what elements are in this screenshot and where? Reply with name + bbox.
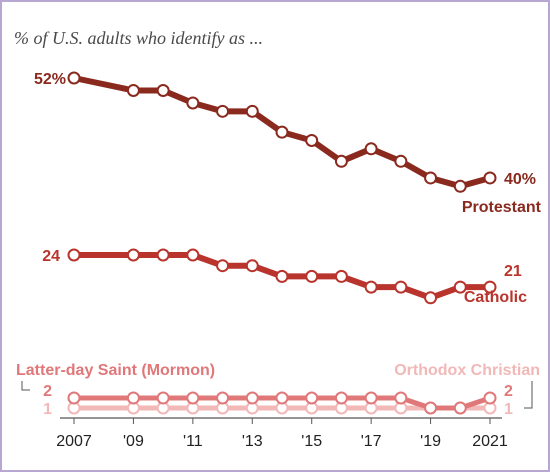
data-point — [305, 391, 319, 405]
legend-bracket — [524, 381, 533, 409]
data-point — [245, 391, 259, 405]
data-point — [424, 291, 438, 305]
data-point — [334, 391, 348, 405]
data-point — [67, 248, 81, 262]
chart-subtitle: % of U.S. adults who identify as ... — [14, 28, 263, 48]
data-point — [305, 269, 319, 283]
series-name-label: Latter-day Saint (Mormon) — [16, 362, 215, 379]
data-point — [334, 154, 348, 168]
data-point — [275, 391, 289, 405]
data-point — [334, 269, 348, 283]
data-point — [394, 154, 408, 168]
data-point — [453, 401, 467, 415]
data-point — [275, 125, 289, 139]
data-point — [67, 71, 81, 85]
data-point — [67, 391, 81, 405]
data-point — [156, 391, 170, 405]
data-point — [483, 280, 497, 294]
data-point — [453, 280, 467, 294]
x-tick-label: '17 — [361, 433, 382, 450]
data-point — [245, 259, 259, 273]
data-point — [453, 179, 467, 193]
x-tick-label: 2007 — [56, 433, 92, 450]
series-name-label: Catholic — [464, 289, 527, 306]
data-point — [126, 391, 140, 405]
data-point — [483, 171, 497, 185]
data-point — [126, 248, 140, 262]
data-point — [216, 391, 230, 405]
end-value-label: 21 — [504, 263, 522, 280]
end-value-label: 1 — [504, 401, 513, 418]
series-name-label: Orthodox Christian — [394, 362, 540, 379]
x-tick-label: 2021 — [472, 433, 508, 450]
data-point — [364, 280, 378, 294]
data-point — [216, 104, 230, 118]
legend-bracket — [21, 381, 30, 391]
data-point — [186, 391, 200, 405]
x-tick-label: '19 — [420, 433, 441, 450]
data-point — [275, 269, 289, 283]
data-point — [156, 248, 170, 262]
data-point — [394, 280, 408, 294]
x-tick-label: '11 — [183, 433, 203, 450]
data-point — [126, 83, 140, 97]
series-name-label: Protestant — [462, 199, 542, 216]
data-point — [305, 133, 319, 147]
start-value-label: 52% — [34, 71, 66, 88]
data-point — [364, 391, 378, 405]
start-value-label: 2 — [43, 383, 52, 400]
data-point — [394, 391, 408, 405]
data-point — [364, 142, 378, 156]
end-value-label: 2 — [504, 383, 513, 400]
start-value-label: 1 — [43, 401, 52, 418]
start-value-label: 24 — [42, 248, 60, 265]
end-value-label: 40% — [504, 171, 536, 188]
data-point — [186, 96, 200, 110]
data-point — [245, 104, 259, 118]
data-point — [483, 391, 497, 405]
data-point — [424, 171, 438, 185]
x-tick-label: '13 — [242, 433, 263, 450]
x-tick-label: '15 — [301, 433, 322, 450]
data-point — [156, 83, 170, 97]
x-tick-label: '09 — [123, 433, 144, 450]
data-point — [424, 401, 438, 415]
data-point — [216, 259, 230, 273]
data-point — [186, 248, 200, 262]
